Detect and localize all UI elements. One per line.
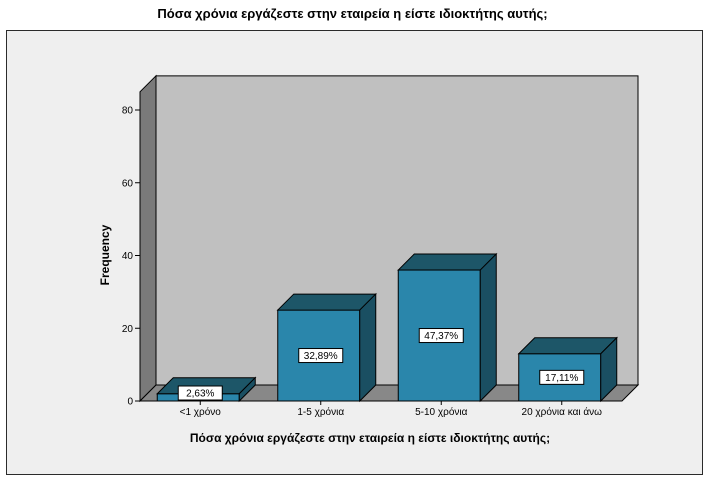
x-tick-label: 1-5 χρόνια [297, 406, 344, 418]
bar-side [479, 252, 497, 403]
data-label: 32,89% [304, 351, 338, 362]
y-tick-label: 80 [122, 106, 134, 117]
x-axis-title: Πόσα χρόνια εργάζεστε στην εταιρεία η εί… [189, 431, 551, 445]
bar-3: 17,11% [517, 336, 618, 403]
bar-top [517, 337, 618, 355]
bar-1: 32,89% [276, 292, 377, 403]
bar-top [276, 293, 377, 311]
data-label-box [177, 385, 223, 401]
data-label: 17,11% [545, 373, 578, 384]
bar-side [600, 336, 618, 403]
data-label-box [539, 369, 585, 385]
x-tick-label: <1 χρόνο [180, 406, 222, 418]
data-label: 2,63% [186, 389, 214, 400]
chart-title: Πόσα χρόνια εργάζεστε στην εταιρεία η εί… [157, 6, 548, 21]
bar-top [397, 253, 498, 271]
y-tick-label: 20 [122, 324, 134, 335]
left-wall [139, 74, 157, 403]
y-tick-label: 0 [127, 397, 133, 408]
data-label: 47,37% [424, 331, 458, 342]
x-tick-label: 20 χρόνια και άνω [522, 406, 603, 418]
y-tick-label: 60 [122, 178, 134, 189]
data-label-box [418, 328, 464, 344]
data-label-box [298, 348, 344, 364]
bar-side [359, 292, 377, 403]
bar-side [238, 376, 256, 403]
bar-0: 2,63% [156, 376, 257, 403]
y-tick-label: 40 [122, 251, 134, 262]
x-tick-label: 5-10 χρόνια [415, 406, 468, 418]
y-axis-title: Frequency [98, 224, 112, 286]
bar-2: 47,37% [397, 252, 498, 403]
